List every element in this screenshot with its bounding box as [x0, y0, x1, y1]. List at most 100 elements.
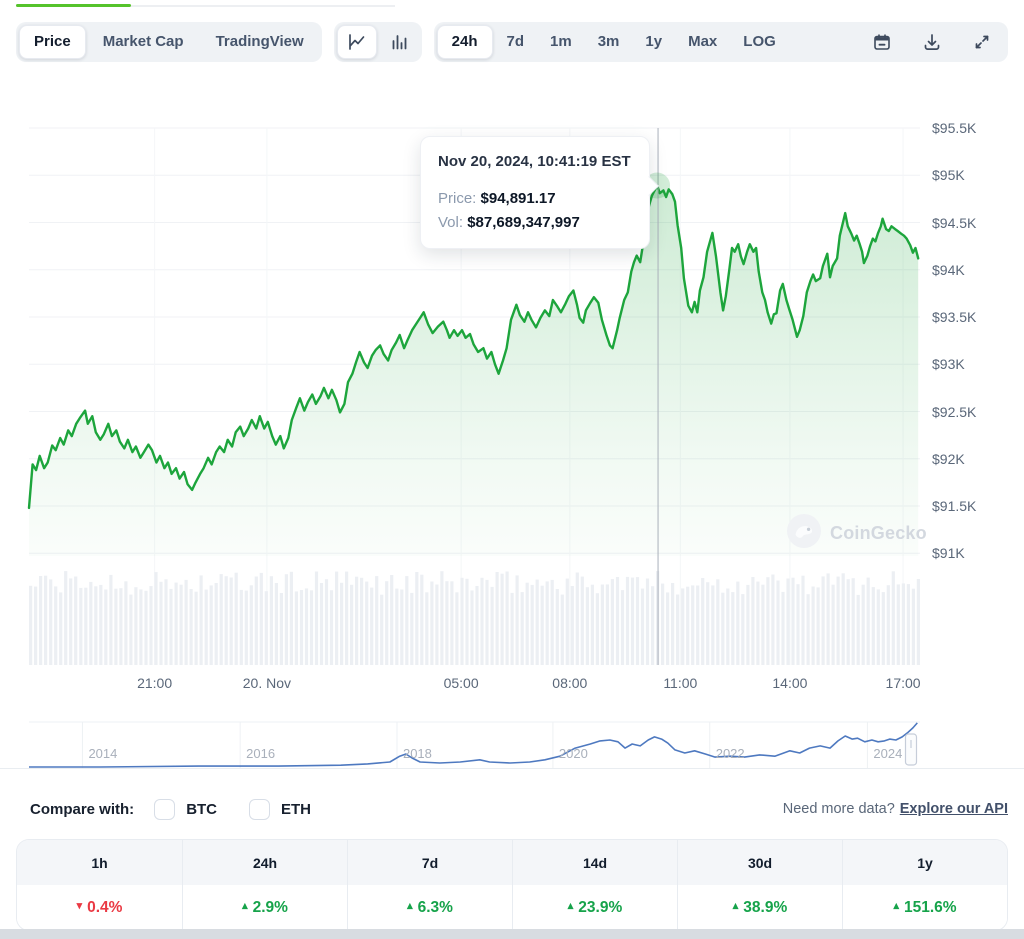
volume-bar — [801, 575, 805, 665]
volume-bar — [450, 581, 454, 665]
volume-bar — [871, 587, 875, 665]
x-tick-21:00: 21:00 — [137, 675, 173, 691]
x-tick-17:00: 17:00 — [885, 675, 921, 691]
volume-bar — [370, 587, 374, 665]
view-tab-group: Price Market Cap TradingView — [16, 22, 322, 62]
volume-bar — [661, 583, 665, 665]
api-prompt-text: Need more data? — [782, 801, 895, 817]
volume-bar — [831, 584, 835, 665]
y-tick-$94K: $94K — [932, 261, 965, 278]
volume-bar — [234, 572, 238, 665]
range-button-log[interactable]: LOG — [743, 33, 776, 51]
volume-bar — [460, 577, 464, 665]
range-button-max[interactable]: Max — [688, 33, 718, 51]
volume-bar — [550, 579, 554, 665]
perf-col-14d: 14d — [512, 840, 677, 885]
range-button-1m[interactable]: 1m — [550, 33, 572, 51]
candlestick-chart-icon[interactable] — [379, 25, 419, 59]
volume-bar — [615, 577, 620, 665]
line-chart-icon[interactable] — [336, 25, 377, 59]
volume-bar — [721, 592, 725, 665]
perf-value-1h: ▾ 0.4% — [17, 885, 182, 930]
volume-bar — [425, 592, 429, 665]
volume-bar — [174, 582, 178, 665]
volume-bar — [590, 584, 594, 665]
price-area-fill — [29, 185, 919, 556]
perf-col-30d: 30d — [677, 840, 842, 885]
calendar-icon[interactable] — [870, 25, 894, 59]
volume-bar — [600, 584, 604, 665]
fullscreen-icon[interactable] — [970, 25, 994, 59]
x-tick-14:00: 14:00 — [772, 675, 808, 691]
x-tick-08:00: 08:00 — [552, 675, 588, 691]
volume-bar — [189, 589, 193, 665]
perf-value-24h: ▴ 2.9% — [182, 885, 347, 930]
volume-bar — [906, 584, 910, 665]
perf-value-text: 0.4% — [87, 898, 123, 916]
page-bottom-band — [0, 929, 1024, 939]
x-tick-05:00: 05:00 — [443, 675, 479, 691]
volume-bar — [299, 590, 304, 665]
triangle-down-icon: ▾ — [76, 900, 83, 912]
volume-bar — [796, 584, 800, 665]
tooltip-price-value: $94,891.17 — [480, 190, 556, 207]
volume-bar — [495, 572, 499, 665]
volume-bar — [254, 576, 258, 665]
volume-bar — [289, 571, 293, 665]
volume-bar — [134, 587, 138, 665]
download-icon[interactable] — [920, 25, 944, 59]
view-tab-price[interactable]: Price — [19, 25, 86, 59]
volume-bar — [329, 590, 334, 665]
view-tab-market-cap[interactable]: Market Cap — [102, 33, 184, 51]
volume-bar — [415, 572, 419, 665]
volume-bar — [555, 589, 559, 665]
btc-label: BTC — [186, 800, 218, 818]
volume-bar — [149, 586, 153, 665]
tab-bar-divider — [131, 5, 395, 7]
volume-bar — [309, 590, 314, 665]
volume-bar — [114, 588, 118, 665]
tooltip-price-label: Price: — [438, 190, 477, 207]
navigator-range-handle[interactable] — [904, 733, 918, 766]
volume-bar — [224, 576, 228, 665]
volume-bar — [279, 593, 283, 665]
volume-bar — [515, 575, 519, 665]
volume-bar — [169, 588, 173, 665]
volume-bar — [570, 586, 574, 665]
volume-bar — [395, 588, 399, 665]
btc-checkbox[interactable] — [154, 798, 176, 820]
range-button-1y[interactable]: 1y — [645, 33, 663, 51]
volume-bar — [500, 573, 504, 665]
price-line — [27, 184, 920, 510]
volume-bar — [109, 574, 113, 665]
volume-bar — [605, 584, 609, 665]
range-button-3m[interactable]: 3m — [597, 33, 620, 51]
perf-value-7d: ▴ 6.3% — [347, 885, 512, 930]
volume-bar — [510, 592, 514, 665]
year-tick-2016: 2016 — [246, 746, 276, 761]
volume-bar — [89, 581, 93, 665]
volume-bar — [575, 572, 579, 665]
view-tab-tradingview[interactable]: TradingView — [215, 33, 304, 51]
volume-bar — [104, 589, 108, 665]
year-tick-2022: 2022 — [715, 746, 745, 761]
volume-bar — [264, 591, 268, 665]
range-button-7d[interactable]: 7d — [506, 33, 525, 51]
eth-checkbox[interactable] — [249, 798, 271, 820]
volume-bar — [470, 590, 474, 665]
volume-bar — [164, 579, 168, 665]
compare-option-eth[interactable]: ETH — [249, 798, 311, 820]
volume-bar — [696, 585, 700, 665]
volume-bar — [671, 583, 675, 665]
volume-bar — [345, 571, 349, 665]
range-button-24h[interactable]: 24h — [436, 25, 493, 59]
explore-api-link[interactable]: Explore our API — [899, 801, 1008, 817]
compare-option-btc[interactable]: BTC — [154, 798, 218, 820]
tooltip-date: Nov 20, 2024, 10:41:19 EST — [438, 153, 631, 170]
volume-bar — [886, 585, 890, 665]
chart-tooltip: Nov 20, 2024, 10:41:19 EST Price: $94,89… — [420, 136, 650, 249]
chart-toolbar: Price Market Cap TradingView 24h 7d 1m 3m 1y Ma… — [16, 22, 1008, 62]
perf-value-text: 2.9% — [252, 898, 288, 916]
volume-bar — [229, 577, 233, 665]
